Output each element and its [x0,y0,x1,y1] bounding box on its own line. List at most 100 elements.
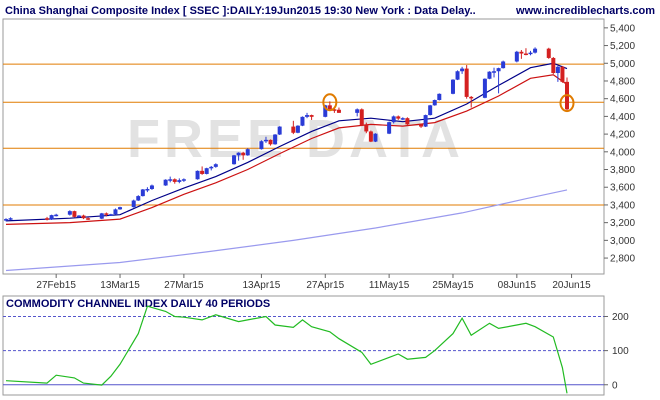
candle-body [464,68,469,97]
price-y-axis: 2,800 3,000 3,200 3,400 3,600 3,800 4,000 4,200… [604,23,635,265]
x-tick-label: 13Mar15 [100,280,140,291]
candle-body [273,134,278,145]
candle-body [496,68,501,72]
candle-body [291,126,296,133]
candle-body [108,214,113,216]
y-tick-label: 2,800 [610,254,635,265]
candle-body [501,61,506,69]
cci-line-group [5,305,568,394]
y-tick-label: 3,600 [610,183,635,194]
date-axis: 27Feb15 13Mar15 27Mar15 13Apr15 27Apr15 11May… [36,274,591,291]
candle-body [437,93,442,101]
ma_short-line [5,74,568,225]
candle-body [136,196,141,201]
candle-body [200,170,205,174]
candle-body [492,71,497,73]
candles [4,47,569,222]
candle-body [113,209,118,215]
candle-body [469,96,474,99]
candle-body [551,57,556,74]
candle-body [209,166,214,169]
candle-body [245,149,250,156]
candle-body [131,200,136,208]
candle-body [45,218,50,220]
candle-body [163,179,168,186]
candle-body [277,126,282,135]
y-tick-label: 4,000 [610,147,635,158]
x-tick-label: 13Apr15 [243,280,281,291]
x-tick-label: 27Apr15 [306,280,344,291]
candle-body [373,133,378,142]
candle-body [432,100,437,106]
cci-y-axis: 0 100 200 [604,312,629,391]
candle-body [168,179,173,181]
candle-body [487,71,492,79]
candle-body [236,152,241,156]
x-tick-label: 11May15 [369,280,410,291]
candle-body [259,141,264,150]
y-tick-label: 4,600 [610,94,635,105]
candle-body [332,109,337,111]
y-tick-label: 3,800 [610,165,635,176]
y-tick-label: 3,400 [610,200,635,211]
candle-body [54,214,59,217]
candle-body [514,51,519,62]
support-lines [3,63,604,206]
candle-body [336,109,341,113]
candle-body [195,170,200,180]
ma_long-line [5,189,568,272]
x-tick-label: 20Jun15 [552,280,591,291]
candle-body [232,155,237,165]
candle-body [391,116,396,123]
candle-body [482,78,487,98]
candle-body [396,116,401,119]
x-tick-label: 27Feb15 [36,280,76,291]
candle-body [140,189,145,197]
candle-body [263,139,268,142]
cci-line [5,305,568,394]
candle-body [149,185,154,189]
y-tick-label: 4,200 [610,130,635,141]
candle-body [118,207,123,210]
candle-body [76,215,81,218]
candle-body [305,115,310,117]
candle-body [309,115,314,117]
candle-body [300,116,305,126]
candle-body [428,105,433,116]
markers [322,93,575,113]
candle-body [327,105,332,110]
ma_mid-line [5,62,568,222]
candle-body [455,71,460,80]
candle-body [204,168,209,174]
candle-body [241,152,246,156]
cci-y-tick-label: 100 [612,346,629,357]
cci-reference-lines [3,315,604,386]
x-tick-label: 08Jun15 [498,280,537,291]
candle-body [49,215,54,220]
candle-body [355,109,360,113]
candle-body [555,66,560,74]
moving-averages [5,62,568,272]
y-tick-label: 3,000 [610,236,635,247]
y-tick-label: 5,200 [610,41,635,52]
candle-body [104,213,109,215]
x-tick-label: 27Mar15 [164,280,204,291]
candle-body [295,125,300,133]
candle-body [423,115,428,127]
candle-body [528,52,533,55]
candle-body [145,189,150,191]
candle-body [387,122,392,134]
cci-title: COMMODITY CHANNEL INDEX DAILY 40 PERIODS [6,298,270,310]
candle-body [181,179,186,181]
candle-body [67,211,72,215]
candle-body [546,48,551,58]
cci-y-tick-label: 0 [612,380,618,391]
candle-body [400,118,405,120]
candle-body [86,218,91,220]
candle-body [450,79,455,94]
y-tick-label: 5,400 [610,23,635,34]
y-tick-label: 3,200 [610,218,635,229]
candle-body [172,179,177,182]
marker-circle [559,94,575,113]
